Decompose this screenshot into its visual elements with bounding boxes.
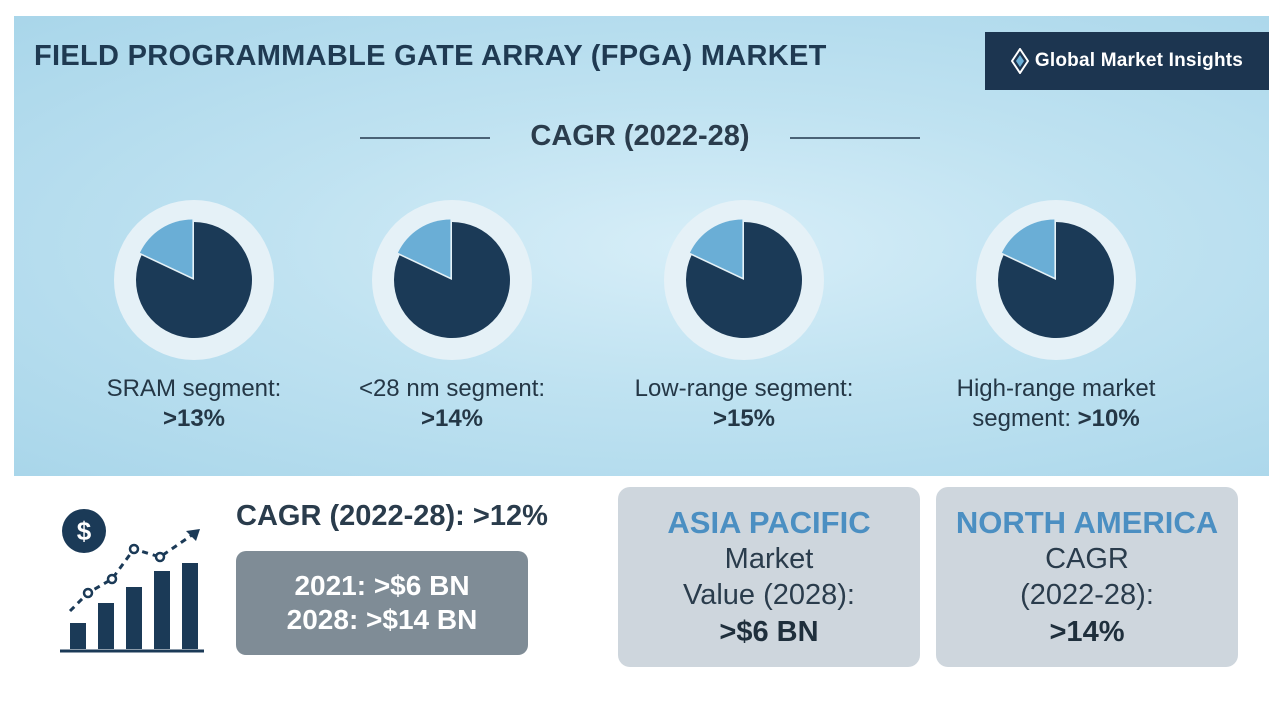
pie-slice-main bbox=[686, 222, 802, 338]
segment-28nm: <28 nm segment: >14% bbox=[322, 200, 582, 440]
segment-name: High-range market bbox=[956, 375, 1156, 402]
pie-chart-sram bbox=[114, 200, 274, 360]
pie-slice-main bbox=[394, 222, 510, 338]
pie-slice-main bbox=[136, 222, 252, 338]
segment-label: <28 nm segment: >14% bbox=[322, 374, 582, 434]
region-metric: Market bbox=[724, 543, 814, 575]
pie-slice-highlight bbox=[1001, 219, 1055, 278]
segment-name: Low-range segment: bbox=[634, 375, 854, 402]
pie-slice-highlight bbox=[139, 219, 193, 278]
brand-name: Global Market Insights bbox=[1034, 50, 1244, 71]
region-metric: CAGR bbox=[1045, 543, 1129, 575]
pie-slice-main bbox=[998, 222, 1114, 338]
region-metric-cont: Value (2028): bbox=[683, 579, 855, 611]
heading-divider-right bbox=[790, 137, 920, 139]
region-value: >$6 BN bbox=[719, 616, 819, 648]
segment-high-range: High-range market segment: >10% bbox=[926, 200, 1186, 440]
segment-value: >13% bbox=[162, 405, 226, 432]
pie-slice-highlight bbox=[689, 219, 743, 278]
pie-chart-high-range bbox=[976, 200, 1136, 360]
region-value: >14% bbox=[1049, 616, 1125, 648]
region-card-asia-pacific: ASIA PACIFIC Market Value (2028): >$6 BN bbox=[618, 487, 920, 667]
heading-divider-left bbox=[360, 137, 490, 139]
segment-name-cont: segment: bbox=[972, 405, 1071, 432]
global-cagr: CAGR (2022-28): >12% bbox=[236, 500, 548, 532]
segment-label: High-range market segment: >10% bbox=[926, 374, 1186, 434]
value-2028: 2028: >$14 BN bbox=[286, 604, 478, 635]
segment-sram: SRAM segment: >13% bbox=[64, 200, 324, 440]
value-2021: 2021: >$6 BN bbox=[294, 570, 470, 601]
pie-chart-low-range bbox=[664, 200, 824, 360]
brand-logo[interactable]: Global Market Insights bbox=[985, 32, 1269, 90]
cagr-heading: CAGR (2022-28) bbox=[530, 120, 750, 152]
pie-slice-highlight bbox=[397, 219, 451, 278]
region-name: ASIA PACIFIC bbox=[667, 505, 871, 540]
region-metric-cont: (2022-28): bbox=[1020, 579, 1154, 611]
market-value-box: 2021: >$6 BN 2028: >$14 BN bbox=[236, 551, 528, 655]
growth-chart-dollar-icon: $ bbox=[60, 509, 204, 653]
segment-label: SRAM segment: >13% bbox=[64, 374, 324, 434]
segment-value: >15% bbox=[712, 405, 776, 432]
svg-text:$: $ bbox=[77, 516, 92, 546]
pie-chart-28nm bbox=[372, 200, 532, 360]
segment-name: <28 nm segment: bbox=[358, 375, 546, 402]
segment-value: >14% bbox=[420, 405, 484, 432]
segment-low-range: Low-range segment: >15% bbox=[614, 200, 874, 440]
region-card-north-america: NORTH AMERICA CAGR (2022-28): >14% bbox=[936, 487, 1238, 667]
segment-name: SRAM segment: bbox=[106, 375, 282, 402]
diamond-logo-icon bbox=[1010, 48, 1029, 74]
page-title: FIELD PROGRAMMABLE GATE ARRAY (FPGA) MAR… bbox=[34, 40, 827, 72]
region-name: NORTH AMERICA bbox=[955, 505, 1219, 540]
segment-value: >10% bbox=[1077, 405, 1140, 432]
segment-label: Low-range segment: >15% bbox=[614, 374, 874, 434]
